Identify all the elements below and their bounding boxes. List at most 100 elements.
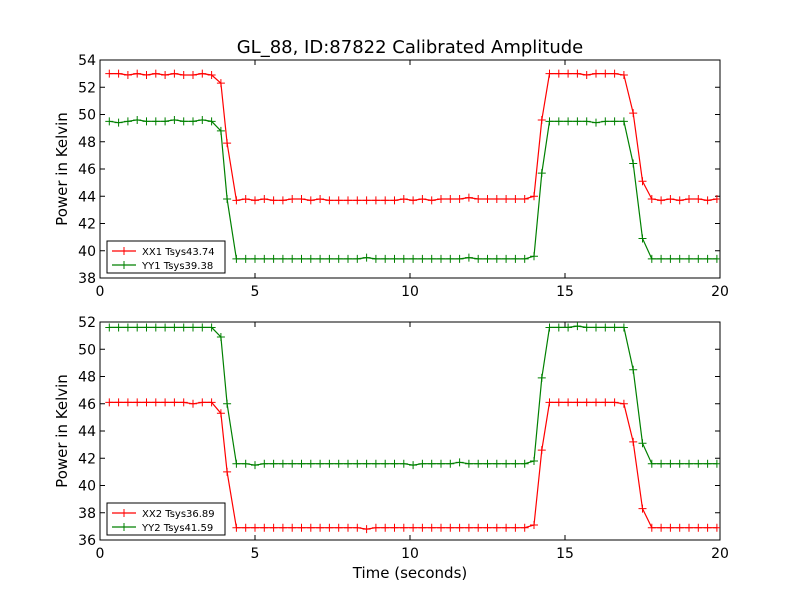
data-point-marker bbox=[316, 459, 325, 468]
data-point-marker bbox=[334, 254, 343, 263]
legend-marker bbox=[120, 247, 128, 255]
data-point-marker bbox=[325, 254, 334, 263]
data-point-marker bbox=[251, 461, 259, 470]
data-point-marker bbox=[455, 254, 464, 263]
data-point-marker bbox=[629, 437, 638, 446]
x-axis-label: Time (seconds) bbox=[352, 564, 468, 582]
data-point-marker bbox=[537, 115, 546, 124]
data-point-marker bbox=[334, 523, 343, 532]
data-point-marker bbox=[582, 323, 591, 332]
data-point-marker bbox=[316, 194, 325, 203]
data-point-marker bbox=[381, 459, 390, 468]
series-group bbox=[105, 322, 720, 534]
data-point-marker bbox=[437, 194, 445, 203]
data-point-marker bbox=[316, 523, 325, 532]
data-point-marker bbox=[464, 459, 473, 468]
data-point-marker bbox=[170, 69, 179, 78]
data-point-marker bbox=[474, 459, 483, 468]
data-point-marker bbox=[619, 117, 628, 126]
data-point-marker bbox=[638, 234, 647, 243]
data-point-marker bbox=[151, 117, 160, 126]
data-point-marker bbox=[694, 523, 703, 532]
data-point-marker bbox=[409, 254, 418, 263]
data-point-marker bbox=[638, 439, 647, 448]
y-tick-label: 52 bbox=[78, 80, 96, 96]
data-point-marker bbox=[694, 459, 703, 468]
x-tick-label: 10 bbox=[401, 284, 419, 300]
data-point-marker bbox=[241, 523, 250, 532]
data-point-marker bbox=[353, 459, 362, 468]
data-point-marker bbox=[362, 253, 371, 262]
y-tick-label: 48 bbox=[78, 370, 96, 386]
data-point-marker bbox=[161, 70, 170, 79]
data-point-marker bbox=[399, 194, 408, 203]
data-point-marker bbox=[455, 194, 464, 203]
data-point-marker bbox=[142, 117, 151, 126]
data-point-marker bbox=[306, 196, 315, 205]
data-point-marker bbox=[381, 254, 390, 263]
data-point-marker bbox=[455, 458, 464, 467]
data-point-marker bbox=[657, 523, 666, 532]
data-point-marker bbox=[675, 196, 684, 205]
data-point-marker bbox=[344, 254, 352, 263]
data-point-marker bbox=[399, 523, 408, 532]
data-point-marker bbox=[142, 70, 151, 79]
data-point-marker bbox=[446, 194, 455, 203]
data-point-marker bbox=[675, 459, 684, 468]
data-point-marker bbox=[520, 194, 529, 203]
data-point-marker bbox=[520, 523, 529, 532]
data-point-marker bbox=[520, 459, 529, 468]
data-point-marker bbox=[610, 69, 619, 78]
data-point-marker bbox=[179, 323, 188, 332]
data-point-marker bbox=[198, 323, 207, 332]
data-point-marker bbox=[483, 194, 492, 203]
data-point-marker bbox=[666, 194, 675, 203]
data-point-marker bbox=[189, 399, 197, 408]
y-tick-label: 54 bbox=[78, 53, 96, 69]
data-point-marker bbox=[151, 323, 160, 332]
data-point-marker bbox=[269, 523, 278, 532]
data-point-marker bbox=[232, 196, 241, 205]
legend-marker bbox=[120, 523, 128, 531]
data-point-marker bbox=[712, 254, 720, 263]
data-point-marker bbox=[151, 398, 160, 407]
data-point-marker bbox=[703, 523, 712, 532]
data-point-marker bbox=[582, 398, 591, 407]
data-point-marker bbox=[694, 194, 703, 203]
data-point-marker bbox=[216, 332, 225, 341]
data-point-marker bbox=[409, 523, 418, 532]
legend-label: XX1 Tsys43.74 bbox=[142, 247, 215, 258]
data-point-marker bbox=[399, 459, 408, 468]
data-point-marker bbox=[306, 523, 315, 532]
data-point-marker bbox=[520, 254, 529, 263]
data-point-marker bbox=[545, 398, 554, 407]
data-point-marker bbox=[216, 79, 225, 88]
y-tick-label: 36 bbox=[78, 533, 96, 549]
data-point-marker bbox=[647, 254, 656, 263]
data-point-marker bbox=[712, 523, 720, 532]
data-point-marker bbox=[657, 196, 666, 205]
x-tick-label: 0 bbox=[96, 284, 105, 300]
data-point-marker bbox=[223, 467, 232, 476]
data-point-marker bbox=[474, 254, 483, 263]
data-point-marker bbox=[409, 461, 418, 470]
data-point-marker bbox=[492, 194, 501, 203]
data-point-marker bbox=[123, 323, 132, 332]
data-point-marker bbox=[179, 70, 188, 79]
data-point-marker bbox=[179, 398, 188, 407]
data-point-marker bbox=[198, 115, 207, 124]
data-point-marker bbox=[390, 523, 399, 532]
data-point-marker bbox=[564, 398, 573, 407]
y-tick-label: 42 bbox=[78, 217, 96, 233]
data-point-marker bbox=[638, 177, 647, 186]
data-point-marker bbox=[114, 118, 123, 127]
x-tick-label: 0 bbox=[96, 546, 105, 562]
series-group bbox=[105, 69, 720, 263]
data-point-marker bbox=[288, 523, 297, 532]
data-point-marker bbox=[371, 196, 380, 205]
data-point-marker bbox=[306, 254, 315, 263]
data-point-marker bbox=[133, 115, 142, 124]
data-point-marker bbox=[297, 254, 306, 263]
y-tick-label: 50 bbox=[78, 108, 96, 124]
data-point-marker bbox=[638, 504, 647, 513]
